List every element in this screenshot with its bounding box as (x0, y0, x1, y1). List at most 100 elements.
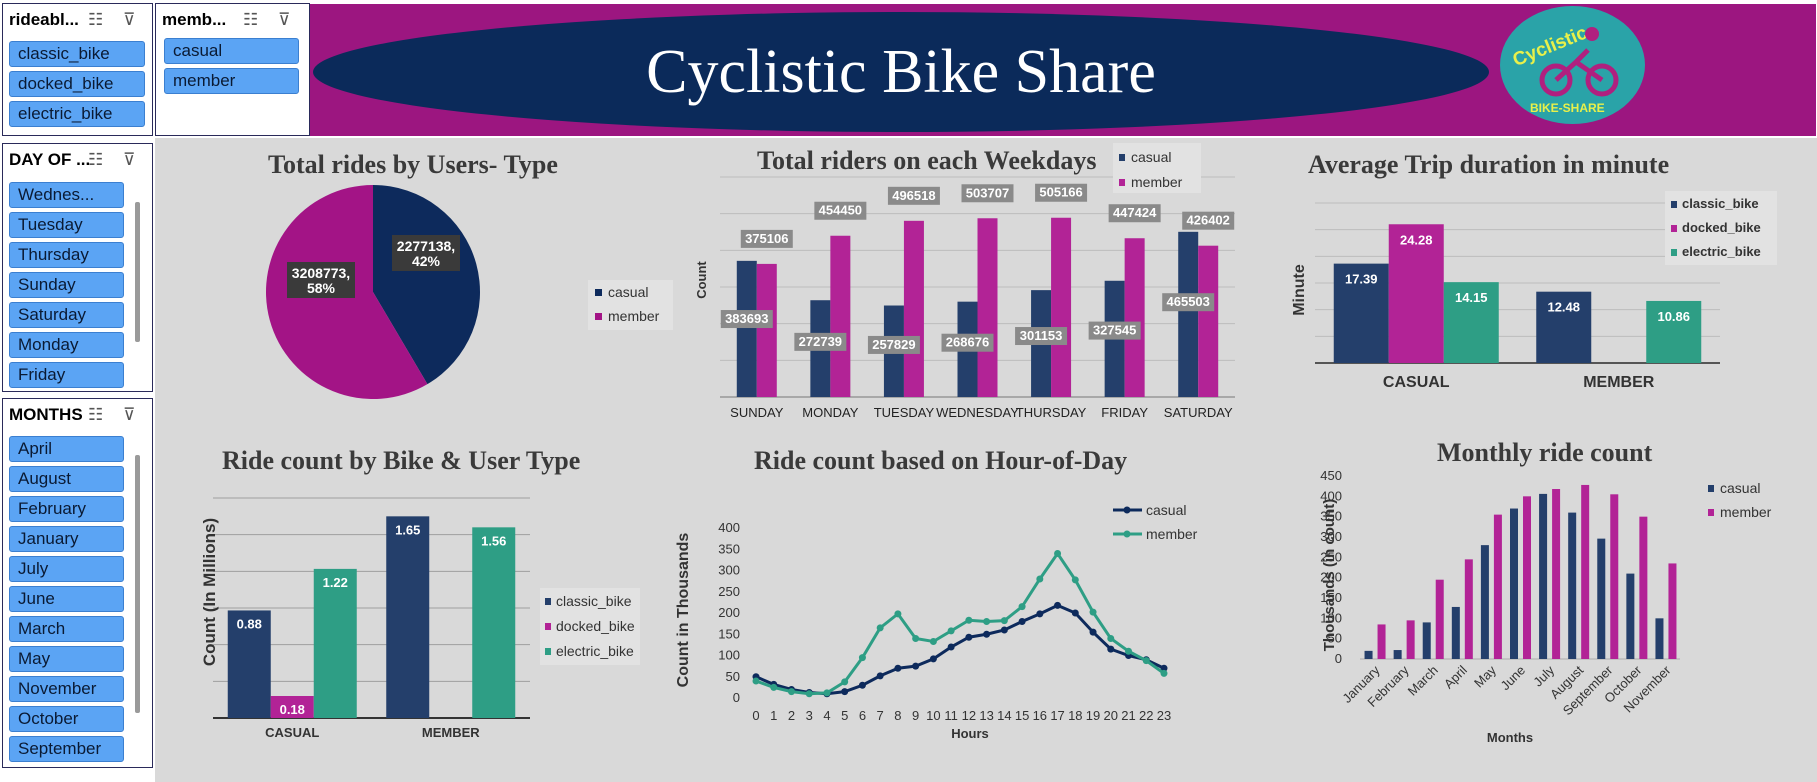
slicer-member: memb... ☷ ⊽ casual member (155, 3, 310, 136)
cyclistic-logo: Cyclistic BIKE-SHARE (1500, 6, 1645, 124)
slicer-item-months[interactable]: June (9, 586, 124, 612)
data-label: 496518 (892, 188, 935, 203)
slicer-item-day[interactable]: Tuesday (9, 212, 124, 238)
x-tick-label: 9 (912, 708, 919, 723)
slicer-item-rideable[interactable]: docked_bike (9, 71, 145, 97)
legend-marker-docked_bike (1671, 225, 1677, 232)
x-tick-label: May (1471, 662, 1499, 690)
clear-filter-icon[interactable]: ⊽ (123, 405, 136, 424)
y-tick-label: 200 (718, 605, 740, 620)
data-point-casual (1160, 664, 1168, 672)
legend-marker-docked_bike (545, 623, 551, 630)
slicer-item-day[interactable]: Saturday (9, 302, 124, 328)
data-point-member (1142, 657, 1150, 665)
slicer-item-day[interactable]: Thursday (9, 242, 124, 268)
data-label-box (720, 310, 773, 329)
bar-member (1639, 516, 1648, 659)
slicer-item-months[interactable]: September (9, 736, 124, 762)
data-point-casual (1036, 610, 1044, 618)
slicer-item-months[interactable]: March (9, 616, 124, 642)
legend-marker-casual (1708, 485, 1714, 492)
multi-select-icon[interactable]: ☷ (88, 150, 104, 169)
legend-label-electric_bike: electric_bike (556, 643, 634, 659)
y-tick-label: 450 (1320, 468, 1342, 483)
slicer-item-day[interactable]: Friday (9, 362, 124, 388)
bar-casual (1480, 545, 1489, 659)
legend-label-docked_bike: docked_bike (556, 618, 635, 634)
data-point-member (894, 610, 902, 618)
pie-chart: 2277138,42% 3208773,58% casual member (266, 185, 673, 399)
data-label: 42% (412, 253, 441, 269)
slicer-item-months[interactable]: January (9, 526, 124, 552)
data-point-casual (1071, 609, 1079, 617)
slicer-day-of-week: DAY OF ... ☷ ⊽ Wednes... Tuesday Thursday S… (2, 143, 153, 392)
data-point-member (858, 654, 866, 662)
legend-box (1113, 143, 1201, 193)
slicer-item-months[interactable]: August (9, 466, 124, 492)
multi-select-icon[interactable]: ☷ (88, 10, 104, 29)
slicer-member-title: memb... (162, 10, 227, 29)
data-label-box (887, 186, 940, 205)
legend-box (1665, 191, 1777, 265)
slicer-item-day[interactable]: Wednes... (9, 182, 124, 208)
legend-label-casual: casual (1720, 480, 1760, 496)
data-label: 1.56 (481, 533, 506, 548)
slicer-item-day[interactable]: Monday (9, 332, 124, 358)
y-tick-label: 50 (1328, 631, 1342, 646)
slicer-item-months[interactable]: May (9, 646, 124, 672)
data-label-box (794, 332, 847, 351)
x-tick-label: June (1498, 663, 1529, 694)
x-tick-label: April (1441, 662, 1470, 691)
data-label-box (1015, 327, 1068, 346)
trip-chart: 17.39 24.28 14.15 CASUAL 12.48 10.86 MEMBER Min… (1291, 191, 1777, 391)
slicer-item-day[interactable]: Sunday (9, 272, 124, 298)
legend-label-casual: casual (1146, 502, 1186, 518)
slicer-item-rideable[interactable]: electric_bike (9, 101, 145, 127)
title-ellipse (313, 12, 1489, 132)
scrollbar[interactable] (135, 455, 140, 713)
bar-electric_bike (1646, 300, 1702, 363)
scrollbar[interactable] (135, 202, 140, 342)
y-tick-label: 200 (1320, 570, 1342, 585)
clear-filter-icon[interactable]: ⊽ (278, 10, 291, 29)
data-point-member (823, 689, 831, 697)
slicer-item-months[interactable]: April (9, 436, 124, 462)
bar-member (1493, 514, 1502, 659)
series-line-casual (755, 603, 1165, 696)
x-tick-label: 11 (944, 708, 958, 723)
y-tick-label: 350 (1320, 509, 1342, 524)
slicer-item-months[interactable]: July (9, 556, 124, 582)
bar-member (1610, 494, 1619, 659)
multi-select-icon[interactable]: ☷ (88, 405, 104, 424)
slicer-item-months[interactable]: October (9, 706, 124, 732)
bar-casual (1597, 538, 1606, 659)
data-point-casual (894, 664, 902, 672)
chart4-title: Ride count by Bike & User Type (222, 446, 581, 475)
y-tick-label: 300 (718, 563, 740, 578)
data-label: 454450 (819, 203, 862, 218)
slicer-item-member[interactable]: casual (164, 38, 299, 64)
bar-casual (1364, 650, 1373, 659)
y-tick-label: 0 (1335, 651, 1342, 666)
clear-filter-icon[interactable]: ⊽ (123, 150, 136, 169)
data-label: 268676 (946, 335, 989, 350)
slicer-item-months[interactable]: November (9, 676, 124, 702)
data-label-box (1035, 183, 1088, 202)
data-label: 465503 (1167, 294, 1210, 309)
slicer-item-months[interactable]: February (9, 496, 124, 522)
x-tick-label: 4 (823, 708, 830, 723)
x-tick-label: THURSDAY (1016, 405, 1087, 420)
slicer-item-rideable[interactable]: classic_bike (9, 41, 145, 67)
clear-filter-icon[interactable]: ⊽ (123, 10, 136, 29)
dashboard-title: Cyclistic Bike Share (646, 38, 1156, 106)
bar-casual (1451, 606, 1460, 659)
data-label: 301153 (1020, 328, 1063, 343)
multi-select-icon[interactable]: ☷ (243, 10, 259, 29)
data-label: 426402 (1187, 213, 1230, 228)
x-tick-label: 23 (1157, 708, 1171, 723)
x-tick-label: 1 (770, 708, 777, 723)
legend-box (588, 280, 673, 330)
data-point-casual (1089, 628, 1097, 636)
data-label-box (941, 333, 994, 352)
slicer-item-member[interactable]: member (164, 68, 299, 94)
